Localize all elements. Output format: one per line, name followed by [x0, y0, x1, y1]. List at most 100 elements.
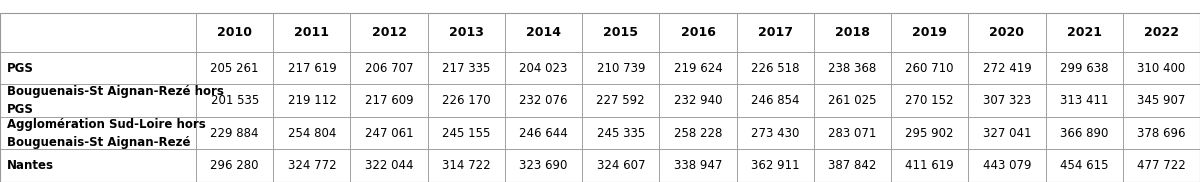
- Bar: [814, 52, 892, 84]
- Text: 295 902: 295 902: [906, 127, 954, 140]
- Bar: [427, 13, 505, 52]
- Text: 2016: 2016: [680, 26, 715, 39]
- Text: 411 619: 411 619: [905, 159, 954, 172]
- Text: 313 411: 313 411: [1060, 94, 1109, 107]
- Bar: [892, 84, 968, 117]
- Bar: [737, 149, 814, 182]
- Text: 2018: 2018: [835, 26, 870, 39]
- Text: 2015: 2015: [604, 26, 638, 39]
- Bar: [737, 84, 814, 117]
- Text: 226 518: 226 518: [751, 62, 799, 75]
- Bar: [968, 84, 1045, 117]
- Bar: [1045, 13, 1123, 52]
- Text: 217 619: 217 619: [288, 62, 336, 75]
- Bar: [660, 117, 737, 149]
- Bar: [660, 52, 737, 84]
- Bar: [814, 149, 892, 182]
- Bar: [274, 117, 350, 149]
- Bar: [1123, 117, 1200, 149]
- Text: 387 842: 387 842: [828, 159, 877, 172]
- Bar: [350, 149, 427, 182]
- Text: 2012: 2012: [372, 26, 407, 39]
- Bar: [1123, 149, 1200, 182]
- Bar: [505, 52, 582, 84]
- Text: 232 076: 232 076: [520, 94, 568, 107]
- Text: Bouguenais-St Aignan-Rezé: Bouguenais-St Aignan-Rezé: [7, 136, 191, 149]
- Text: 245 155: 245 155: [442, 127, 491, 140]
- Text: 273 430: 273 430: [751, 127, 799, 140]
- Bar: [505, 149, 582, 182]
- Bar: [582, 13, 660, 52]
- Bar: [814, 117, 892, 149]
- Bar: [427, 84, 505, 117]
- Text: 2011: 2011: [294, 26, 329, 39]
- Text: 270 152: 270 152: [906, 94, 954, 107]
- Text: 217 609: 217 609: [365, 94, 414, 107]
- Text: 261 025: 261 025: [828, 94, 877, 107]
- Text: 219 624: 219 624: [673, 62, 722, 75]
- Text: 210 739: 210 739: [596, 62, 646, 75]
- Bar: [814, 84, 892, 117]
- Text: 378 696: 378 696: [1138, 127, 1186, 140]
- Bar: [505, 13, 582, 52]
- Bar: [0, 0, 1200, 13]
- Bar: [660, 149, 737, 182]
- Bar: [0, 149, 196, 182]
- Text: 345 907: 345 907: [1138, 94, 1186, 107]
- Bar: [1045, 52, 1123, 84]
- Bar: [0, 117, 196, 149]
- Text: 324 772: 324 772: [288, 159, 336, 172]
- Text: 310 400: 310 400: [1138, 62, 1186, 75]
- Bar: [427, 149, 505, 182]
- Text: 254 804: 254 804: [288, 127, 336, 140]
- Text: 2013: 2013: [449, 26, 484, 39]
- Text: 217 335: 217 335: [442, 62, 491, 75]
- Bar: [814, 13, 892, 52]
- Text: 322 044: 322 044: [365, 159, 413, 172]
- Bar: [1123, 52, 1200, 84]
- Text: 454 615: 454 615: [1060, 159, 1109, 172]
- Bar: [968, 52, 1045, 84]
- Bar: [274, 13, 350, 52]
- Text: 227 592: 227 592: [596, 94, 646, 107]
- Text: 2022: 2022: [1144, 26, 1178, 39]
- Text: 2019: 2019: [912, 26, 947, 39]
- Bar: [0, 13, 196, 52]
- Text: 327 041: 327 041: [983, 127, 1031, 140]
- Bar: [1045, 117, 1123, 149]
- Bar: [892, 13, 968, 52]
- Text: 247 061: 247 061: [365, 127, 414, 140]
- Text: 283 071: 283 071: [828, 127, 877, 140]
- Text: 232 940: 232 940: [673, 94, 722, 107]
- Text: 206 707: 206 707: [365, 62, 413, 75]
- Bar: [0, 52, 196, 84]
- Bar: [968, 117, 1045, 149]
- Text: 238 368: 238 368: [828, 62, 877, 75]
- Bar: [582, 84, 660, 117]
- Bar: [1123, 84, 1200, 117]
- Text: 299 638: 299 638: [1060, 62, 1109, 75]
- Text: 366 890: 366 890: [1060, 127, 1109, 140]
- Text: Nantes: Nantes: [7, 159, 54, 172]
- Bar: [196, 117, 274, 149]
- Bar: [1045, 149, 1123, 182]
- Text: 246 644: 246 644: [520, 127, 568, 140]
- Bar: [968, 13, 1045, 52]
- Text: 477 722: 477 722: [1138, 159, 1186, 172]
- Text: Bouguenais-St Aignan-Rezé hors: Bouguenais-St Aignan-Rezé hors: [7, 85, 224, 98]
- Bar: [737, 13, 814, 52]
- Bar: [660, 13, 737, 52]
- Bar: [582, 117, 660, 149]
- Bar: [505, 117, 582, 149]
- Text: 219 112: 219 112: [288, 94, 336, 107]
- Bar: [274, 84, 350, 117]
- Text: 2021: 2021: [1067, 26, 1102, 39]
- Text: 226 170: 226 170: [442, 94, 491, 107]
- Bar: [274, 149, 350, 182]
- Text: 2014: 2014: [526, 26, 562, 39]
- Bar: [427, 52, 505, 84]
- Text: 443 079: 443 079: [983, 159, 1031, 172]
- Bar: [1123, 13, 1200, 52]
- Text: 2017: 2017: [757, 26, 793, 39]
- Text: 201 535: 201 535: [210, 94, 259, 107]
